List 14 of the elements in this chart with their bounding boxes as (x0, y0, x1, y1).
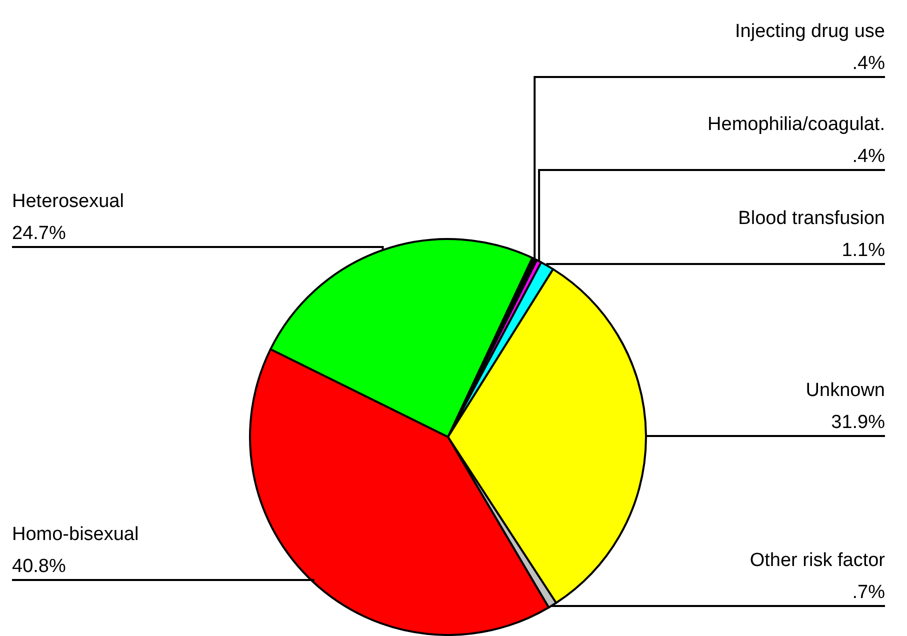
data-label: 40.8% (12, 556, 66, 577)
data-label: 31.9% (831, 412, 886, 433)
slice-label: Injecting drug use (735, 21, 885, 42)
data-label: .4% (852, 53, 886, 74)
slice-label: Homo-bisexual (12, 524, 139, 545)
data-label: 1.1% (842, 240, 886, 261)
slice-label: Other risk factor (750, 550, 886, 571)
slice-label: Unknown (806, 380, 885, 401)
slice-label: Hemophilia/coagulat. (708, 114, 885, 135)
data-label: .7% (852, 582, 886, 603)
slice-label: Blood transfusion (738, 208, 885, 229)
data-label: .4% (852, 146, 886, 167)
slice-label: Heterosexual (12, 191, 124, 212)
data-label: 24.7% (12, 223, 66, 244)
